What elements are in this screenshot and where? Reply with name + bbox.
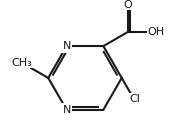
Text: Cl: Cl [129, 94, 140, 104]
Text: OH: OH [148, 27, 165, 37]
Text: CH₃: CH₃ [11, 58, 32, 67]
Text: O: O [123, 0, 132, 10]
Text: N: N [62, 41, 71, 51]
Text: N: N [62, 105, 71, 115]
